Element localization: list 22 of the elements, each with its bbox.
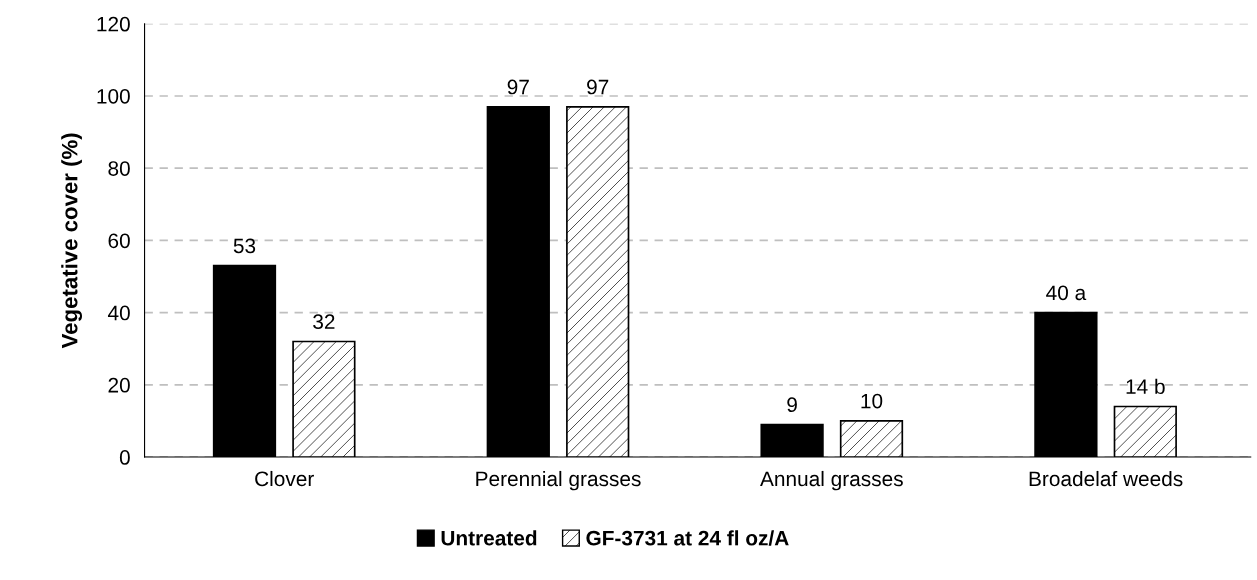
data-label: 10	[861, 393, 883, 409]
x-tick-label: Perennial grasses	[476, 470, 641, 491]
x-tick-label: Annual grasses	[760, 470, 903, 491]
data-label: 32	[313, 314, 335, 330]
y-tick-label: 100	[97, 88, 130, 104]
y-axis-title: Vegetative cover (%)	[61, 133, 83, 349]
y-tick-label: 20	[108, 377, 130, 393]
x-tick-label: Clover	[255, 470, 314, 487]
y-tick-label: 0	[119, 450, 130, 465]
data-label: 9	[787, 397, 797, 413]
data-label: 97	[507, 79, 529, 95]
legend-label: GF-3731 at 24 fl oz/A	[586, 530, 789, 546]
legend-label: Untreated	[441, 530, 537, 546]
y-tick-label: 60	[108, 233, 130, 249]
data-label: 40 a	[1046, 285, 1087, 301]
y-tick-label: 120	[97, 16, 130, 32]
data-label: 14 b	[1126, 378, 1165, 395]
y-tick-label: 40	[107, 305, 130, 321]
x-tick-label: Broadelaf weeds	[1029, 470, 1183, 487]
data-label: 53	[233, 238, 256, 254]
y-tick-label: 80	[108, 161, 130, 176]
data-label: 97	[587, 79, 609, 95]
